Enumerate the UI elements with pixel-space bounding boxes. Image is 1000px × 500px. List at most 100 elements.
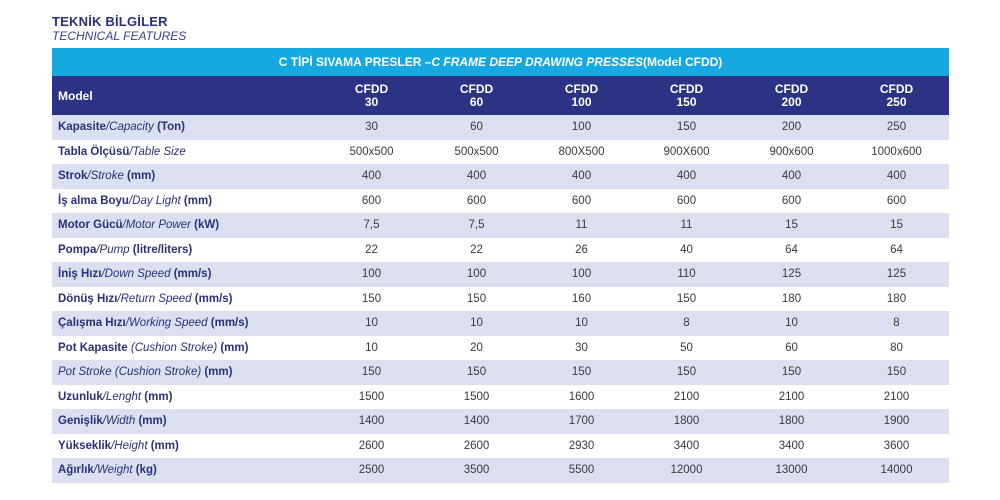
row-label-en: /Motor Power <box>122 219 191 232</box>
row-label-unit: (mm) <box>180 194 213 207</box>
table-cell: 250 <box>886 121 907 134</box>
table-cell: 22 <box>470 243 483 256</box>
table-cell: 180 <box>886 292 907 305</box>
table-cell: 10 <box>470 317 483 330</box>
row-label: Pot Stroke (Cushion Stroke) (mm) <box>52 366 319 378</box>
row-label: İş alma Boyu/Day Light (mm) <box>52 195 319 207</box>
table-cell: 2600 <box>463 439 490 452</box>
table-cell: 100 <box>466 268 487 281</box>
table-cell: 14000 <box>880 464 913 477</box>
row-label-unit: (kg) <box>132 464 157 477</box>
table-cell: 150 <box>466 366 487 379</box>
table-row: Genişlik/Width (mm) 1400 1400 1700 1800 1800 1… <box>52 409 949 434</box>
header-column: CFDD 200 <box>739 81 844 109</box>
heading-title-en: TECHNICAL FEATURES <box>52 29 187 43</box>
table-cell: 125 <box>781 268 802 281</box>
row-label-en: /Working Speed <box>125 317 208 330</box>
table-cell: 2100 <box>883 390 910 403</box>
table-cell: 15 <box>785 219 798 232</box>
table-row: Dönüş Hızı/Return Speed (mm/s) 150 150 160 1… <box>52 286 949 311</box>
table-cell: 15 <box>890 219 903 232</box>
table-cell: 600 <box>361 194 382 207</box>
header-column-line2: 250 <box>886 94 907 109</box>
table-cell: 150 <box>571 366 592 379</box>
table-row: Pompa/Pump (litre/liters) 22 22 26 40 64 64 <box>52 237 949 262</box>
header-column: CFDD 250 <box>844 82 949 109</box>
table-cell: 800X500 <box>558 145 605 158</box>
table-cell: 100 <box>571 268 592 281</box>
table-cell: 150 <box>676 292 697 305</box>
table-cell: 1400 <box>463 415 490 428</box>
table-cell: 8 <box>893 317 900 330</box>
header-column-line1: CFDD <box>459 81 494 96</box>
heading-title-tr: TEKNİK BİLGİLER <box>52 14 168 29</box>
table-cell: 900X600 <box>663 145 710 158</box>
table-cell: 500x500 <box>454 145 499 158</box>
table-cell: 125 <box>886 268 907 281</box>
table-cell: 50 <box>680 341 693 354</box>
banner-title-tr: C TİPİ SIVAMA PRESLER – <box>278 55 432 69</box>
row-label: Pompa/Pump (litre/liters) <box>52 244 319 256</box>
row-label-tr: Ağırlık <box>58 464 94 477</box>
table-cell: 11 <box>680 219 693 232</box>
row-label-en: /Return Speed <box>117 292 192 305</box>
row-label: Genişlik/Width (mm) <box>52 415 319 427</box>
row-label-en: /Pump <box>96 243 130 256</box>
table-cell: 150 <box>781 366 802 379</box>
table-cell: 150 <box>466 292 487 305</box>
row-label-tr: Pot Kapasite <box>58 341 128 354</box>
row-label-en: Pot Stroke (Cushion Stroke) <box>58 366 202 379</box>
table-cell: 12000 <box>670 464 703 477</box>
table-cell: 150 <box>361 292 382 305</box>
table-cell: 10 <box>575 317 588 330</box>
table-row: Çalışma Hızı/Working Speed (mm/s) 10 10 10 8… <box>52 311 949 336</box>
row-label: Çalışma Hızı/Working Speed (mm/s) <box>52 317 319 329</box>
header-column: CFDD 100 <box>529 82 634 109</box>
table-cell: 160 <box>571 292 592 305</box>
table-cell: 22 <box>365 243 378 256</box>
table-row: İniş Hızı/Down Speed (mm/s) 100 100 100 110 1… <box>52 262 949 287</box>
table-cell: 600 <box>781 194 802 207</box>
row-label: Yükseklik/Height (mm) <box>52 440 319 452</box>
table-cell: 2500 <box>358 464 385 477</box>
table-row: Pot Stroke (Cushion Stroke) (mm) 150 150 15… <box>52 360 949 385</box>
header-column-line2: 150 <box>676 94 697 109</box>
table-cell: 150 <box>676 366 697 379</box>
table-row: Kapasite/Capacity (Ton) 30 60 100 150 200 250 <box>52 115 949 140</box>
table-cell: 80 <box>890 341 903 354</box>
table-cell: 1000x600 <box>871 145 922 158</box>
header-column-line2: 200 <box>781 94 802 109</box>
table-row: Strok/Stroke (mm) 400 400 400 400 400 400 <box>52 164 949 189</box>
row-label: Uzunluk/Lenght (mm) <box>52 391 319 403</box>
table-row: Uzunluk/Lenght (mm) 1500 1500 1600 2100 2100 2… <box>52 384 949 409</box>
header-column: CFDD 60 <box>424 81 529 109</box>
table-cell: 8 <box>683 317 690 330</box>
row-label-en: /Width <box>102 415 136 428</box>
header-column-line1: CFDD <box>354 81 389 96</box>
row-label-en: /Height <box>111 439 148 452</box>
row-label-tr: Strok <box>58 170 88 183</box>
table-cell: 2600 <box>358 439 385 452</box>
row-label-unit: (mm) <box>201 366 233 379</box>
table-cell: 13000 <box>775 464 808 477</box>
header-column: CFDD 150 <box>634 82 739 109</box>
table-cell: 600 <box>676 194 697 207</box>
table-cell: 64 <box>785 243 798 256</box>
table-body: Kapasite/Capacity (Ton) 30 60 100 150 200 250 T… <box>52 115 949 483</box>
table-cell: 2100 <box>778 390 805 403</box>
table-cell: 26 <box>575 243 588 256</box>
row-label-unit: (mm) <box>217 341 249 354</box>
table-cell: 1800 <box>673 415 700 428</box>
row-label-unit: (mm) <box>147 439 179 452</box>
row-label: Motor Gücü/Motor Power (kW) <box>52 219 319 231</box>
table-cell: 600 <box>466 194 487 207</box>
row-label: Strok/Stroke (mm) <box>52 170 319 182</box>
table-cell: 2930 <box>568 439 595 452</box>
header-column-line1: CFDD <box>774 81 809 96</box>
row-label: Kapasite/Capacity (Ton) <box>52 121 319 133</box>
table-row: Ağırlık/Weight (kg) 2500 3500 5500 12000 1300… <box>52 458 949 483</box>
row-label-unit: (Ton) <box>153 121 185 134</box>
table-row: Pot Kapasite (Cushion Stroke) (mm) 10 20 30… <box>52 335 949 360</box>
table-banner: C TİPİ SIVAMA PRESLER – C FRAME DEEP DRA… <box>52 48 949 76</box>
header-column: CFDD 30 <box>319 81 424 109</box>
